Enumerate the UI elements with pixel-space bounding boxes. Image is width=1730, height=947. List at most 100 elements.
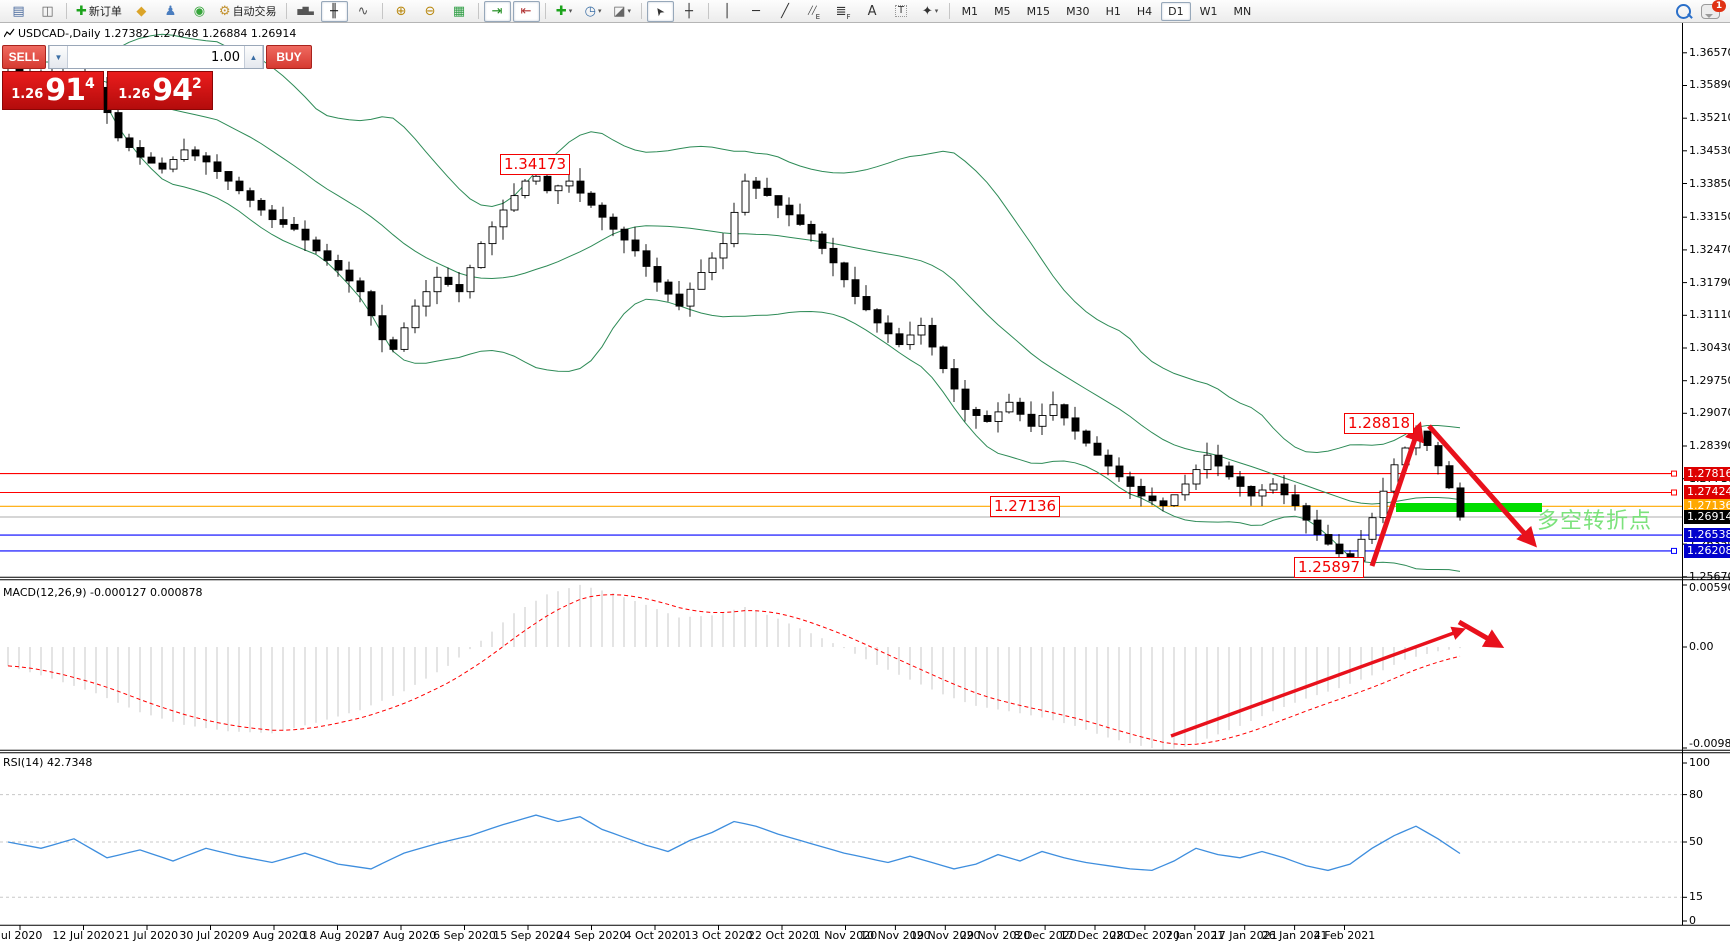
- horizontal-line-icon[interactable]: ─: [752, 3, 760, 19]
- line-chart-icon[interactable]: ∿: [357, 3, 369, 19]
- timeframe-m1[interactable]: M1: [961, 4, 979, 18]
- timeframe-m5[interactable]: M5: [994, 4, 1011, 18]
- date-axis-label: 22 Oct 2020: [747, 929, 816, 942]
- search-icon[interactable]: [1676, 3, 1691, 19]
- zoom-out-icon[interactable]: ⊖: [424, 3, 436, 19]
- text-icon[interactable]: A: [867, 3, 877, 19]
- price-axis-tick: 1.31790: [1689, 275, 1730, 289]
- equidistant-channel-icon[interactable]: ╱╱ E: [808, 6, 821, 21]
- decline-arrow: [1427, 424, 1537, 548]
- text-label-icon[interactable]: T: [888, 1, 915, 22]
- auto-scroll-icon[interactable]: ⇥: [483, 0, 511, 22]
- rsi-axis-tick: 100: [1689, 756, 1710, 769]
- price-axis-tick: 1.29070: [1689, 406, 1730, 420]
- indicators-icon[interactable]: ✚ ▾: [555, 3, 573, 19]
- volume-increase-button[interactable]: ▲: [244, 46, 263, 68]
- chart-title-text: USDCAD-,Daily 1.27382 1.27648 1.26884 1.…: [18, 27, 297, 40]
- date-axis-label: 24 Sep 2020: [556, 929, 627, 942]
- autotrading-button[interactable]: ⚙ 自动交易: [218, 3, 277, 19]
- periods-icon[interactable]: ◷ ▾: [584, 3, 602, 19]
- volume-input[interactable]: [68, 46, 244, 68]
- zoom-in-icon[interactable]: ⊕: [395, 3, 407, 19]
- date-axis-label: 12 Jul 2020: [52, 929, 115, 942]
- timeframe-mn[interactable]: MN: [1233, 4, 1252, 18]
- turning-point-annotation: 多空转折点: [1537, 509, 1653, 534]
- price-axis-tick: 1.35210: [1689, 111, 1730, 125]
- arrows-icon[interactable]: ✦ ▾: [921, 3, 939, 19]
- toolbar-separator: [707, 3, 709, 19]
- toolbar-separator: [66, 3, 67, 19]
- macd-tip-arrow: [1457, 619, 1505, 648]
- rsi-axis-tick: 50: [1689, 835, 1703, 848]
- crosshair-icon[interactable]: ┼: [685, 3, 693, 19]
- rsi-axis-tick: 0: [1689, 914, 1696, 927]
- price-axis-tick: 1.34530: [1689, 143, 1730, 157]
- tile-windows-icon[interactable]: ▦: [452, 3, 466, 19]
- new-order-button[interactable]: ✚ 新订单: [76, 3, 122, 19]
- chart-shift-icon[interactable]: ⇤: [512, 0, 540, 22]
- volume-stepper: ▼ ▲: [48, 45, 264, 69]
- vertical-line-icon[interactable]: │: [723, 3, 731, 19]
- chat-icon[interactable]: 1: [1701, 0, 1726, 19]
- date-axis-label: 17 Jan 2021: [1211, 929, 1278, 942]
- buy-button[interactable]: BUY: [266, 45, 312, 69]
- price-chart-canvas[interactable]: [0, 23, 1730, 947]
- price-axis-tick: 1.25670: [1689, 569, 1730, 583]
- date-axis-label: 8 Dec 2020: [1013, 929, 1077, 942]
- chat-unread-badge: 1: [1712, 0, 1726, 12]
- toolbar-separator: [381, 3, 383, 19]
- swing-peak-callout: 1.28818: [1344, 413, 1415, 434]
- timeframe-d1[interactable]: D1: [1161, 1, 1191, 21]
- date-axis-label: 6 Sep 2020: [433, 929, 496, 942]
- candlestick-chart-icon[interactable]: ╫: [320, 0, 348, 22]
- level-price-label: 1.26538: [1684, 528, 1730, 543]
- september-high-callout: 1.34173: [500, 154, 571, 175]
- sell-button[interactable]: SELL: [2, 45, 46, 69]
- level-price-label: 1.26208: [1684, 543, 1730, 558]
- price-axis-tick: 1.36570: [1689, 45, 1730, 59]
- toolbar-right: 1: [1676, 0, 1726, 19]
- timeframe-m30[interactable]: M30: [1066, 4, 1090, 18]
- date-axis-label: 30 Jul 2020: [179, 929, 242, 942]
- cursor-icon[interactable]: ➤: [646, 0, 674, 22]
- date-axis-label: 9 Aug 2020: [242, 929, 306, 942]
- ask-price-sup: 2: [192, 76, 202, 92]
- toolbar-separator: [285, 3, 287, 19]
- price-axis-tick: 1.32470: [1689, 242, 1730, 256]
- chart-title: USDCAD-,Daily 1.27382 1.27648 1.26884 1.…: [4, 27, 296, 40]
- ask-price-panel[interactable]: 1.26 94 2: [107, 71, 213, 110]
- date-axis-label: 10 Nov 2020: [860, 929, 931, 942]
- bid-price-prefix: 1.26: [11, 87, 44, 102]
- date-axis-label: 7 Jan 2021: [1165, 929, 1225, 942]
- fibonacci-icon[interactable]: ≣ F: [835, 3, 851, 21]
- chart-surface[interactable]: USDCAD-,Daily 1.27382 1.27648 1.26884 1.…: [0, 23, 1730, 947]
- timeframe-w1[interactable]: W1: [1199, 4, 1218, 18]
- support-level-callout: 1.27136: [990, 496, 1061, 517]
- timeframe-h1[interactable]: H1: [1105, 4, 1121, 18]
- main-toolbar: ▤ ◫ ✚ 新订单 ◆ ♟ ◉ ⚙ 自动交易 ▅▇▃ ╫ ∿ ⊕ ⊖ ▦ ⇥ ⇤ ✚ ▾ ◷ ▾ ◪ ▾ ➤ ┼ │ ─ ╱ ╱╱ E ≣ F…: [0, 0, 1730, 23]
- ask-price-big: 94: [152, 72, 193, 108]
- price-axis-tick: 1.30430: [1689, 340, 1730, 354]
- trendline-icon[interactable]: ╱: [781, 3, 789, 19]
- volume-decrease-button[interactable]: ▼: [49, 46, 68, 68]
- rsi-indicator-label: RSI(14) 42.7348: [3, 756, 93, 769]
- templates-icon[interactable]: ◪ ▾: [613, 3, 631, 19]
- bar-chart-icon[interactable]: ▅▇▃: [297, 6, 314, 15]
- metaeditor-icon[interactable]: ◆: [136, 3, 147, 19]
- date-axis-label: 27 Aug 2020: [365, 929, 437, 942]
- bid-price-panel[interactable]: 1.26 91 4: [2, 71, 104, 110]
- community-icon[interactable]: ♟: [164, 3, 177, 19]
- signals-icon[interactable]: ◉: [193, 3, 206, 19]
- market-watch-icon[interactable]: ▤: [12, 3, 25, 19]
- timeframe-h4[interactable]: H4: [1136, 4, 1153, 18]
- toolbar-items: ▤ ◫ ✚ 新订单 ◆ ♟ ◉ ⚙ 自动交易 ▅▇▃ ╫ ∿ ⊕ ⊖ ▦ ⇥ ⇤ ✚ ▾ ◷ ▾ ◪ ▾ ➤ ┼ │ ─ ╱ ╱╱ E ≣ F…: [4, 0, 1676, 22]
- date-axis-label: 29 Nov 2020: [959, 929, 1031, 942]
- toolbar-separator: [640, 3, 642, 19]
- data-window-icon[interactable]: ◫: [41, 3, 54, 19]
- current-price-label: 1.26914: [1684, 510, 1730, 524]
- date-axis-label: 19 Nov 2020: [910, 929, 981, 942]
- date-axis-label: 26 Jan 2021: [1261, 929, 1328, 942]
- macd-indicator-label: MACD(12,26,9) -0.000127 0.000878: [3, 586, 203, 599]
- timeframe-m15[interactable]: M15: [1026, 4, 1051, 18]
- date-axis-label: 28 Dec 2020: [1109, 929, 1181, 942]
